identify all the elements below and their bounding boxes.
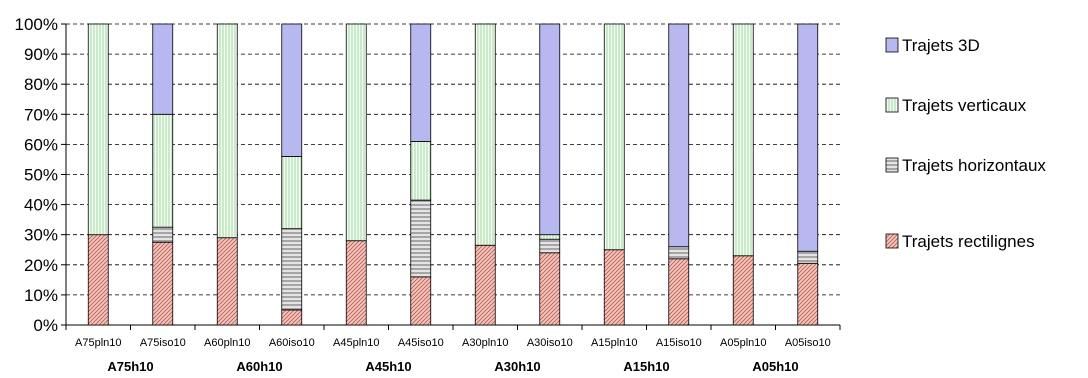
group-label: A15h10: [623, 359, 669, 374]
bar-segment-trajets-verticaux-a05pln10: [732, 23, 754, 257]
bar-segment-trajets-horizontaux-a75iso10: [152, 226, 174, 243]
y-tick-label: 40%: [24, 196, 58, 215]
y-tick-label: 80%: [24, 75, 58, 94]
x-tick-label: A30iso10: [527, 337, 573, 349]
bar-segment-trajets-rectilignes-a15pln10: [603, 249, 625, 326]
group-label: A45h10: [365, 359, 411, 374]
x-tick-label: A45pln10: [333, 337, 380, 349]
y-tick-label: 60%: [24, 135, 58, 154]
bar-segment-trajets-rectilignes-a30iso10: [539, 252, 561, 326]
x-tick-label: A60iso10: [269, 337, 315, 349]
legend-label: Trajets 3D: [902, 36, 980, 55]
y-tick-label: 10%: [24, 286, 58, 305]
x-tick-label: A60pln10: [204, 337, 251, 349]
bar-segment-trajets-rectilignes-a45pln10: [345, 240, 367, 326]
bar-segment-trajets-rectilignes-a60iso10: [281, 309, 303, 326]
bar-segment-trajets-rectilignes-a75pln10: [87, 234, 109, 326]
bar-segment-trajets-3d-a45iso10: [410, 23, 432, 142]
y-tick-label: 90%: [24, 45, 58, 64]
x-tick-label: A05pln10: [720, 337, 767, 349]
x-tick-label: A05iso10: [785, 337, 831, 349]
legend-swatch: [885, 233, 899, 249]
bar-segment-trajets-rectilignes-a05pln10: [732, 255, 754, 326]
y-tick-label: 30%: [24, 226, 58, 245]
group-label: A75h10: [107, 359, 153, 374]
y-tick-label: 0%: [33, 316, 58, 335]
bar-segment-trajets-horizontaux-a60iso10: [281, 228, 303, 311]
x-tick-label: A30pln10: [462, 337, 509, 349]
legend: Trajets 3D Trajets verticaux Trajets horiz…: [885, 36, 1046, 251]
bar-segment-trajets-rectilignes-a45iso10: [410, 276, 432, 326]
bar-segment-trajets-verticaux-a60iso10: [281, 156, 303, 230]
x-tick-labels: A75pln10 A75iso10 A60pln10 A60iso10 A45pln10…: [75, 337, 831, 374]
bar-segment-trajets-verticaux-a15pln10: [603, 23, 625, 251]
bar-segment-trajets-horizontaux-a30iso10: [539, 238, 561, 254]
bar-segment-trajets-horizontaux-a45iso10: [410, 199, 432, 278]
bars: [87, 23, 819, 326]
bar-segment-trajets-horizontaux-a05iso10: [797, 250, 819, 264]
bar-segment-trajets-rectilignes-a30pln10: [474, 244, 496, 326]
gridlines: [66, 23, 840, 296]
bar-segment-trajets-rectilignes-a05iso10: [797, 262, 819, 326]
bar-segment-trajets-3d-a60iso10: [281, 23, 303, 157]
bar-segment-trajets-verticaux-a30iso10: [539, 234, 561, 240]
legend-label: Trajets horizontaux: [902, 156, 1046, 175]
legend-swatch: [885, 97, 899, 113]
axes: 0% 10% 20% 30% 40% 50% 60% 70% 80% 90% 100%: [15, 15, 841, 335]
x-tick-label: A15iso10: [656, 337, 702, 349]
bar-segment-trajets-3d-a30iso10: [539, 23, 561, 236]
y-tick-label: 50%: [24, 166, 58, 185]
bar-segment-trajets-verticaux-a45pln10: [345, 23, 367, 242]
bar-segment-trajets-rectilignes-a15iso10: [668, 258, 690, 326]
bar-segment-trajets-verticaux-a45iso10: [410, 140, 432, 201]
bar-segment-trajets-horizontaux-a15iso10: [668, 246, 690, 260]
bar-segment-trajets-rectilignes-a75iso10: [152, 241, 174, 326]
y-tick-label: 20%: [24, 256, 58, 275]
x-tick-label: A75pln10: [75, 337, 122, 349]
legend-swatch: [885, 157, 899, 173]
group-label: A60h10: [236, 359, 282, 374]
legend-label: Trajets rectilignes: [902, 232, 1035, 251]
x-tick-label: A15pln10: [591, 337, 638, 349]
bar-segment-trajets-verticaux-a75iso10: [152, 113, 174, 228]
x-tick-label: A45iso10: [398, 337, 444, 349]
bar-segment-trajets-3d-a05iso10: [797, 23, 819, 252]
group-label: A05h10: [752, 359, 798, 374]
y-tick-label: 100%: [15, 15, 58, 34]
legend-swatch: [885, 37, 899, 53]
x-tick-label: A75iso10: [140, 337, 186, 349]
bar-segment-trajets-verticaux-a60pln10: [216, 23, 238, 239]
y-tick-label: 70%: [24, 105, 58, 124]
bar-segment-trajets-3d-a75iso10: [152, 23, 174, 115]
group-label: A30h10: [494, 359, 540, 374]
legend-label: Trajets verticaux: [902, 96, 1027, 115]
bar-segment-trajets-verticaux-a75pln10: [87, 23, 109, 236]
bar-segment-trajets-rectilignes-a60pln10: [216, 237, 238, 326]
bar-segment-trajets-verticaux-a30pln10: [474, 23, 496, 246]
bar-segment-trajets-3d-a15iso10: [668, 23, 690, 248]
